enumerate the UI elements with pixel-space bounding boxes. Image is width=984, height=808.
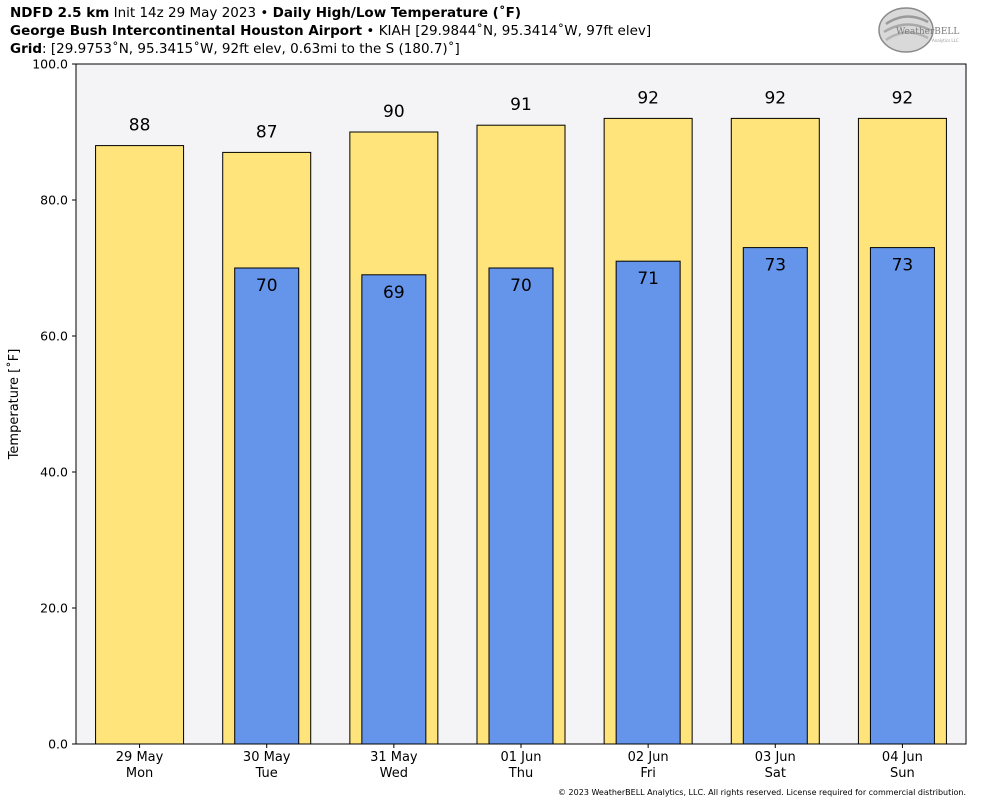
- separator: •: [260, 5, 269, 21]
- x-tick-label-date: 04 Jun: [882, 750, 923, 765]
- init-time: Init 14z 29 May 2023: [113, 5, 257, 21]
- high-value-label: 90: [383, 102, 405, 122]
- low-value-label: 70: [510, 276, 532, 296]
- high-value-label: 91: [510, 95, 532, 115]
- low-bar: [361, 274, 427, 745]
- chart-header: NDFD 2.5 km Init 14z 29 May 2023 • Daily…: [10, 4, 651, 58]
- logo-text: WeatherBELL: [896, 27, 960, 37]
- low-value-label: 71: [637, 269, 659, 289]
- y-tick-label: 40.0: [40, 465, 68, 480]
- y-tick-label: 80.0: [40, 193, 68, 208]
- x-tick-label-date: 01 Jun: [501, 750, 542, 765]
- low-value-label: 73: [764, 256, 786, 276]
- grid-info: : [29.9753˚N, 95.3415˚W, 92ft elev, 0.63…: [42, 41, 460, 57]
- low-bar: [615, 260, 681, 745]
- station-name: George Bush Intercontinental Houston Air…: [10, 23, 363, 39]
- x-tick-label-day: Thu: [508, 766, 533, 781]
- y-tick-label: 20.0: [40, 601, 68, 616]
- station-info: KIAH [29.9844˚N, 95.3414˚W, 97ft elev]: [378, 23, 652, 39]
- plot-frame: [75, 63, 967, 745]
- grid-label: Grid: [10, 41, 43, 57]
- x-tick-label-day: Sat: [765, 766, 786, 781]
- copyright-notice: © 2023 WeatherBELL Analytics, LLC. All r…: [558, 788, 966, 797]
- high-bar: [95, 145, 185, 745]
- y-tick-label: 60.0: [40, 329, 68, 344]
- low-value-label: 69: [383, 283, 405, 303]
- separator: •: [366, 23, 375, 39]
- header-line-3: Grid: [29.9753˚N, 95.3415˚W, 92ft elev, …: [10, 40, 651, 58]
- x-tick-label-date: 30 May: [243, 750, 291, 765]
- model-name: NDFD 2.5 km: [10, 5, 110, 21]
- high-value-label: 92: [637, 88, 659, 108]
- high-value-label: 88: [129, 116, 151, 136]
- weatherbell-logo: [878, 7, 934, 53]
- y-tick-label: 100.0: [32, 57, 68, 72]
- low-bar: [488, 267, 554, 745]
- header-line-1: NDFD 2.5 km Init 14z 29 May 2023 • Daily…: [10, 4, 651, 22]
- x-tick-label-date: 02 Jun: [628, 750, 669, 765]
- high-value-label: 92: [764, 88, 786, 108]
- low-bar: [742, 247, 808, 745]
- low-bar: [234, 267, 300, 745]
- y-axis-label: Temperature [˚F]: [6, 349, 22, 461]
- x-tick-label-day: Mon: [126, 766, 153, 781]
- chart-title: Daily High/Low Temperature (˚F): [272, 5, 521, 21]
- x-tick-label-date: 31 May: [370, 750, 418, 765]
- high-value-label: 87: [256, 122, 278, 142]
- low-value-label: 70: [256, 276, 278, 296]
- header-line-2: George Bush Intercontinental Houston Air…: [10, 22, 651, 40]
- x-tick-label-day: Tue: [255, 766, 278, 781]
- x-tick-label-day: Sun: [890, 766, 915, 781]
- logo-subtext: Analytics LLC: [932, 38, 959, 43]
- x-tick-label-day: Wed: [380, 766, 408, 781]
- low-bar: [869, 247, 935, 745]
- y-tick-label: 0.0: [48, 737, 68, 752]
- x-tick-label-date: 03 Jun: [755, 750, 796, 765]
- x-tick-label-day: Fri: [640, 766, 656, 781]
- high-value-label: 92: [892, 88, 914, 108]
- low-value-label: 73: [892, 256, 914, 276]
- x-tick-label-date: 29 May: [116, 750, 164, 765]
